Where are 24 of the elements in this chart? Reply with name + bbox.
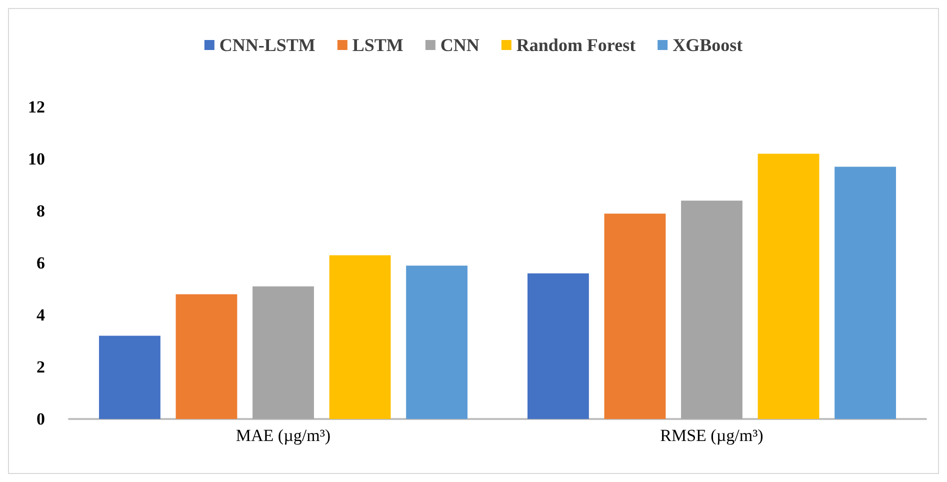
bar [329, 255, 391, 419]
bar [176, 294, 238, 419]
y-tick-label: 2 [36, 358, 45, 376]
x-tick-label: RMSE (µg/m³) [660, 426, 764, 445]
y-tick-label: 4 [36, 306, 46, 324]
bar [604, 214, 666, 419]
legend-label: CNN [440, 35, 480, 55]
x-tick-label: MAE (µg/m³) [236, 426, 331, 445]
y-tick-label: 8 [36, 202, 45, 220]
bar [527, 273, 589, 419]
y-tick-label: 12 [28, 98, 45, 116]
bar [758, 154, 820, 419]
bar [834, 166, 896, 419]
bar [406, 266, 468, 419]
legend-label: Random Forest [516, 35, 636, 55]
bar [252, 286, 314, 419]
legend-label: CNN-LSTM [219, 35, 316, 55]
y-tick-label: 10 [28, 150, 45, 168]
y-tick-label: 6 [36, 254, 45, 272]
bar [98, 336, 160, 419]
y-tick-label: 0 [36, 410, 45, 428]
bar [681, 200, 742, 419]
legend-label: LSTM [352, 35, 404, 55]
legend-label: XGBoost [672, 35, 743, 55]
